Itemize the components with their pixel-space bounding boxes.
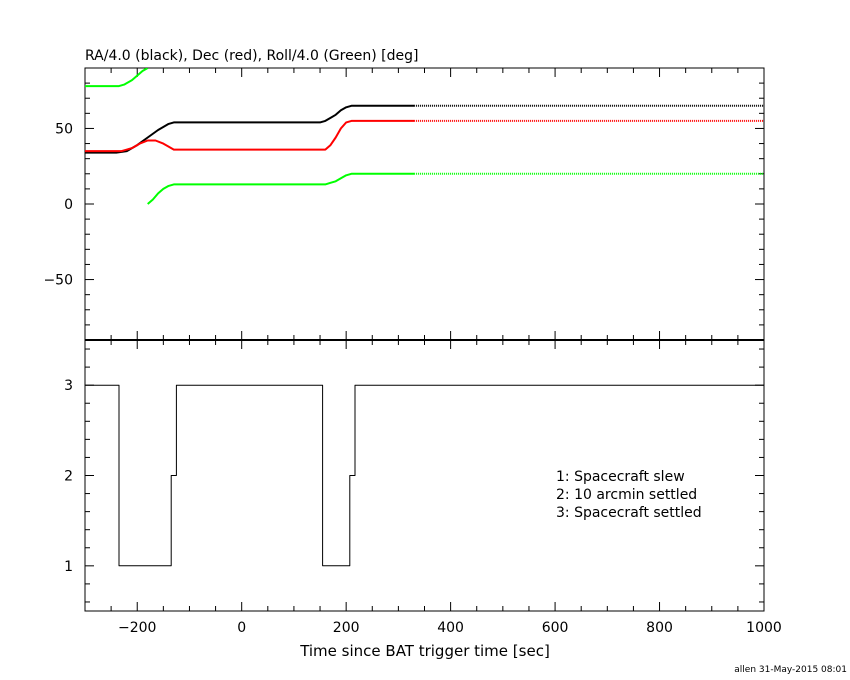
series-1-line — [85, 384, 764, 567]
x-tick-label: 0 — [237, 620, 246, 636]
y-tick-label: 2 — [64, 469, 73, 485]
x-tick-label: 400 — [437, 620, 464, 636]
legend-annotation-1: 1: Spacecraft slew — [556, 469, 685, 485]
x-axis-label: Time since BAT trigger time [sec] — [299, 642, 550, 660]
legend-annotation-3: 3: Spacecraft settled — [556, 505, 702, 521]
legend-annotation-2: 2: 10 arcmin settled — [556, 487, 697, 503]
x-tick-label: 800 — [646, 620, 673, 636]
panel-1-frame — [84, 67, 765, 341]
series-2-line — [85, 119, 415, 153]
series-1-line — [85, 104, 415, 154]
x-tick-label: −200 — [118, 620, 156, 636]
series-3-line-1 — [85, 68, 149, 88]
y-tick-label: 3 — [64, 378, 73, 394]
y-tick-label: 1 — [64, 559, 73, 575]
y-tick-label: −50 — [43, 273, 73, 289]
footer-stamp: allen 31-May-2015 08:01 — [734, 665, 847, 675]
series-3-line-2 — [147, 172, 415, 205]
x-tick-label: 1000 — [746, 620, 782, 636]
y-tick-label: 0 — [64, 197, 73, 213]
y-tick-label: 50 — [55, 121, 73, 137]
x-tick-label: 600 — [542, 620, 569, 636]
chart-title: RA/4.0 (black), Dec (red), Roll/4.0 (Gre… — [85, 48, 418, 64]
x-tick-label: 200 — [333, 620, 360, 636]
